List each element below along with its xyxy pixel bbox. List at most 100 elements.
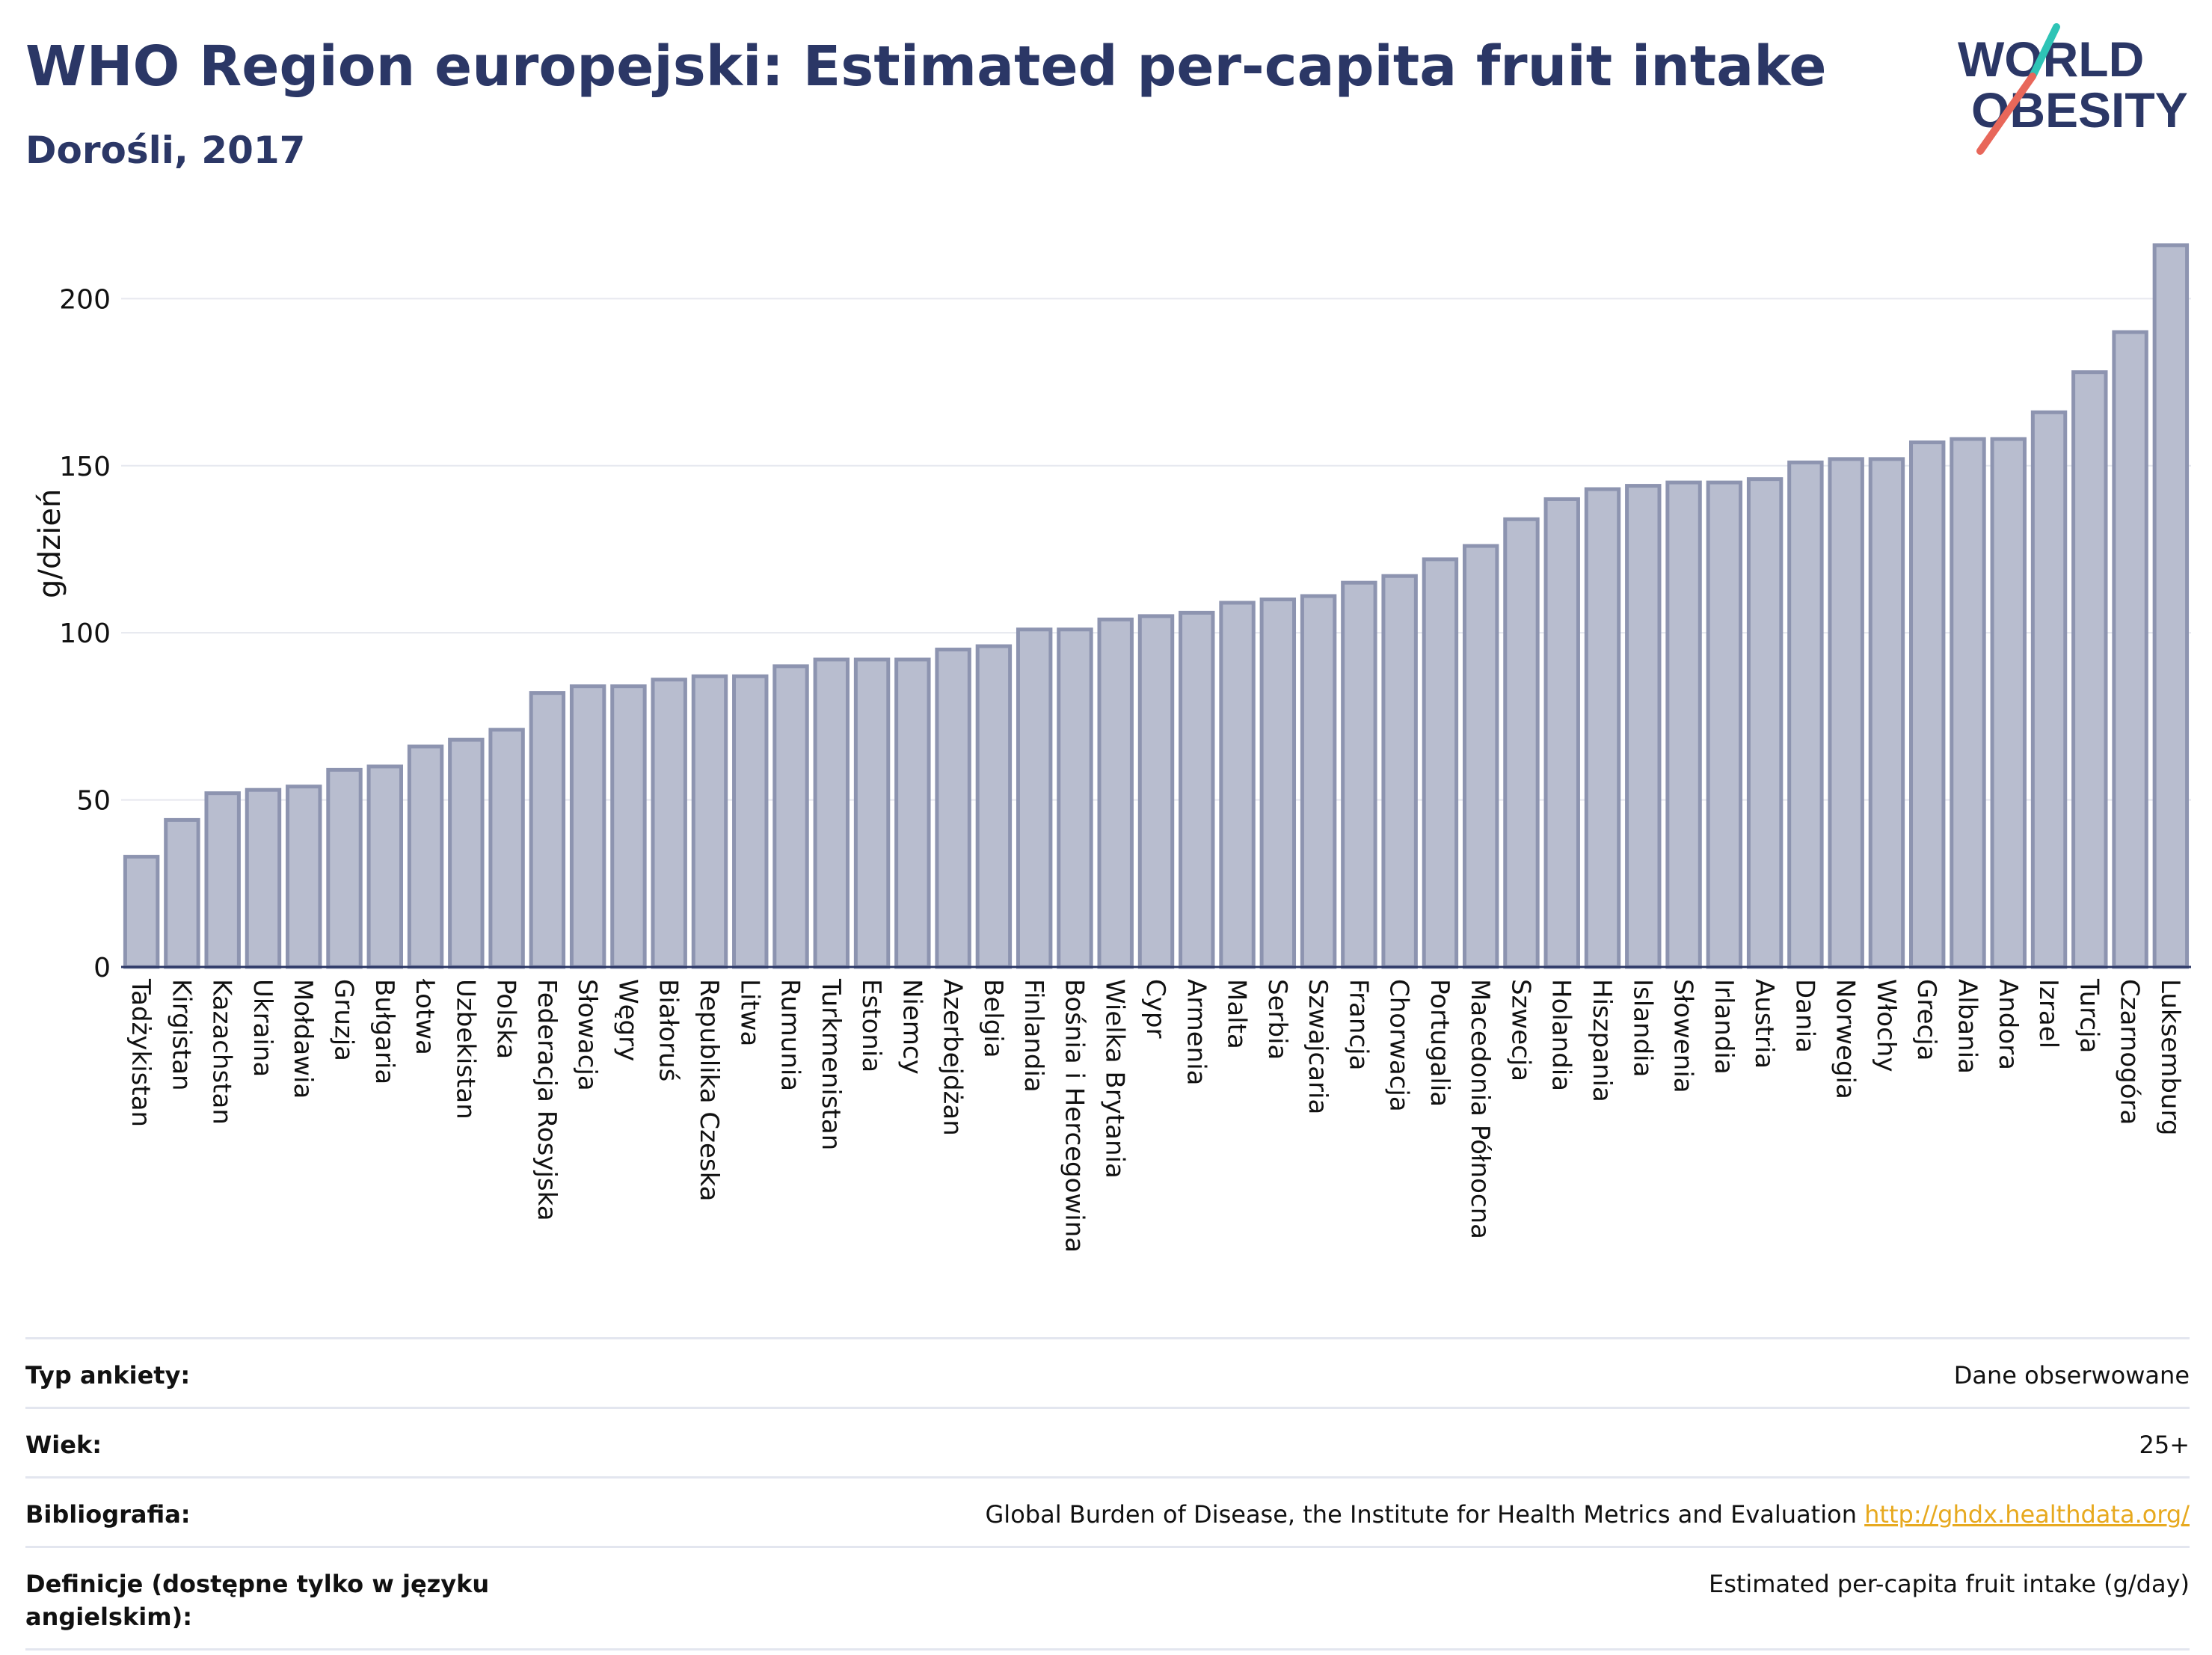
x-tick-label: Malta (1222, 979, 1252, 1049)
bar (1543, 497, 1580, 969)
bar (123, 855, 160, 969)
bar (610, 684, 647, 969)
bar (1219, 601, 1256, 969)
metadata-table: Typ ankiety: Dane obserwowane Wiek: 25+ … (25, 1337, 2190, 1651)
bar (407, 744, 444, 969)
bar (651, 678, 687, 969)
meta-key: Bibliografia: (25, 1500, 191, 1529)
x-tick-label: Cypr (1140, 979, 1170, 1038)
bar (2071, 370, 2108, 969)
bar (975, 644, 1013, 969)
x-tick-labels: Tadżykistan Kirgistan Kazachstan Ukraina Moł… (126, 978, 2185, 1253)
chart-subtitle: Dorośli, 2017 (25, 129, 306, 172)
bar (1300, 594, 1337, 969)
bar (1828, 457, 1864, 969)
bar (1462, 544, 1499, 969)
x-tick-label: Turkmenistan (816, 978, 846, 1150)
x-tick-label: Dania (1789, 979, 1819, 1053)
bar (488, 728, 525, 969)
x-tick-label: Azerbejdżan (938, 979, 968, 1136)
x-tick-label: Bośnia i Hercegowina (1059, 979, 1089, 1253)
y-tick-label: 100 (59, 618, 111, 649)
bar (2152, 243, 2190, 969)
bar (1787, 460, 1824, 969)
x-tick-label: Luksemburg (2155, 979, 2185, 1135)
bar-chart: 0 50 100 150 200 Tadżykistan Kirgistan Kazachs… (59, 243, 2191, 1253)
x-tick-label: Węgry (612, 979, 642, 1061)
bar (1097, 617, 1134, 969)
x-tick-label: Łotwa (410, 978, 440, 1055)
bar (935, 648, 971, 969)
x-tick-label: Republika Czeska (694, 979, 724, 1202)
meta-value: Dane obserwowane (1953, 1361, 2190, 1390)
logo-slash-red (1976, 73, 2036, 155)
bar (853, 657, 891, 969)
bar (1341, 580, 1377, 969)
x-tick-label: Słowenia (1668, 979, 1698, 1093)
bar (448, 737, 485, 969)
bibliography-text: Global Burden of Disease, the Institute … (985, 1500, 1857, 1529)
bar (813, 657, 850, 969)
bar (894, 657, 931, 969)
bar (2112, 330, 2148, 969)
bar (1625, 484, 1662, 969)
meta-key: Typ ankiety: (25, 1361, 191, 1390)
x-tick-label: Litwa (734, 979, 764, 1046)
bibliography-link[interactable]: http://ghdx.healthdata.org/ (1864, 1500, 2190, 1529)
x-tick-label: Hiszpania (1587, 979, 1617, 1102)
bars (123, 243, 2190, 969)
meta-value: Global Burden of Disease, the Institute … (986, 1498, 2190, 1531)
meta-value: 25+ (2139, 1431, 2190, 1459)
bar (326, 767, 363, 969)
x-tick-label: Czarnogóra (2115, 979, 2145, 1125)
x-tick-label: Grecja (1911, 979, 1941, 1060)
bar (286, 784, 322, 969)
x-tick-label: Portugalia (1425, 979, 1454, 1107)
bar (1137, 614, 1175, 969)
meta-row-survey-type: Typ ankiety: Dane obserwowane (25, 1337, 2190, 1407)
bar (1259, 598, 1297, 969)
x-tick-label: Macedonia Północna (1465, 979, 1495, 1239)
bar (1990, 437, 2027, 969)
x-tick-label: Irlandia (1709, 979, 1739, 1075)
y-tick-label: 0 (93, 953, 111, 983)
bar (1665, 480, 1702, 969)
chart-title: WHO Region europejski: Estimated per-cap… (25, 34, 1827, 99)
bar (1868, 457, 1905, 969)
bar (1950, 437, 1986, 969)
x-tick-label: Turcja (2074, 978, 2104, 1053)
bar (1909, 440, 1946, 969)
meta-key: Definicje (dostępne tylko w języku angie… (25, 1570, 490, 1631)
x-tick-label: Białoruś (654, 979, 683, 1081)
x-tick-label: Niemcy (897, 979, 927, 1075)
x-tick-label: Rumunia (775, 979, 805, 1091)
x-tick-label: Armenia (1181, 979, 1211, 1086)
bar (1746, 477, 1784, 969)
x-tick-label: Holandia (1546, 979, 1576, 1091)
x-tick-label: Chorwacja (1384, 979, 1414, 1112)
bar (1179, 610, 1215, 969)
x-tick-label: Austria (1749, 979, 1779, 1069)
y-tick-label: 200 (59, 284, 111, 315)
bar (164, 817, 200, 969)
meta-row-definitions: Definicje (dostępne tylko w języku angie… (25, 1546, 2190, 1651)
x-tick-label: Norwegia (1831, 979, 1861, 1099)
x-tick-label: Szwajcaria (1303, 979, 1333, 1114)
bar (2030, 410, 2068, 969)
x-tick-label: Kirgistan (166, 979, 196, 1091)
x-tick-label: Mołdawia (288, 979, 318, 1099)
x-tick-label: Słowacja (572, 979, 602, 1091)
y-tick-label: 150 (59, 452, 111, 482)
meta-value: Estimated per-capita fruit intake (g/day… (1708, 1570, 2190, 1598)
bar (204, 791, 241, 969)
bar (772, 664, 809, 969)
bar (366, 764, 403, 969)
x-tick-label: Kazachstan (207, 979, 237, 1125)
bar (1057, 627, 1093, 969)
y-tick-labels: 0 50 100 150 200 (59, 284, 111, 983)
x-tick-label: Uzbekistan (450, 979, 480, 1120)
x-tick-label: Belgia (978, 979, 1008, 1058)
x-tick-label: Serbia (1262, 979, 1292, 1060)
x-tick-label: Estonia (856, 979, 886, 1072)
x-tick-label: Szwecja (1505, 979, 1535, 1081)
